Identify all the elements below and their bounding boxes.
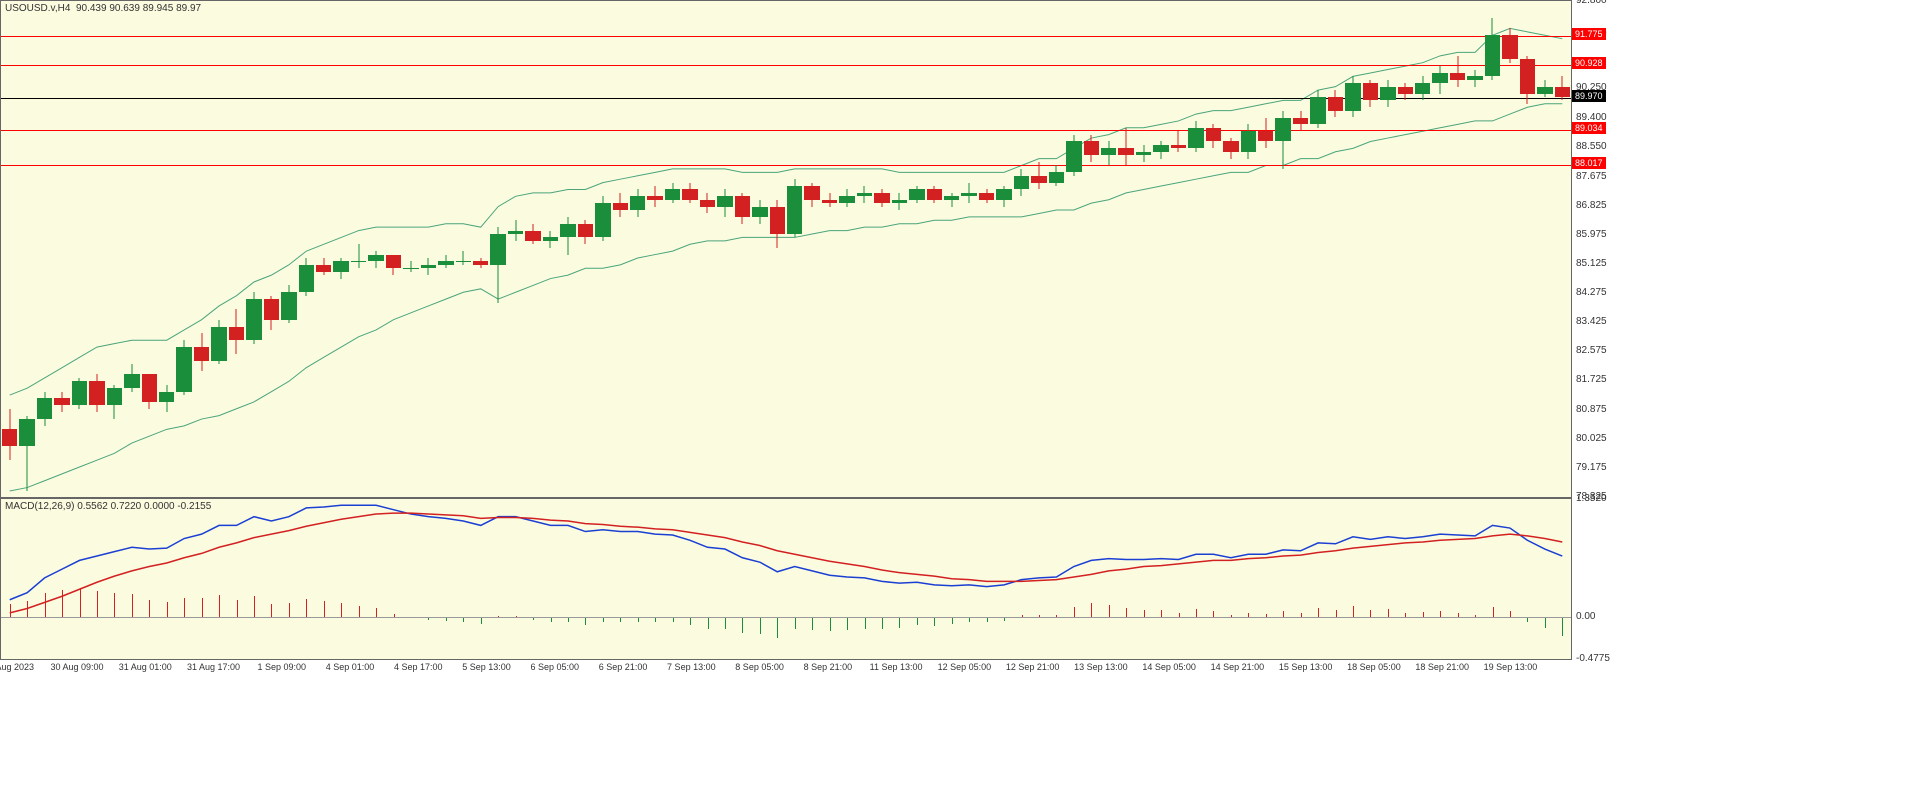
macd-lines	[1, 499, 1571, 659]
macd-title: MACD(12,26,9) 0.5562 0.7220 0.0000 -0.21…	[5, 501, 211, 512]
x-axis: 29 Aug 202330 Aug 09:0031 Aug 01:0031 Au…	[0, 659, 1570, 684]
macd-y-axis: -0.47750.001.3520	[1572, 498, 1632, 658]
price-chart-panel[interactable]: USOUSD.v,H4 90.439 90.639 89.945 89.97	[0, 0, 1572, 498]
price-y-axis: 78.32579.17580.02580.87581.72582.57583.4…	[1572, 0, 1632, 496]
macd-panel[interactable]: MACD(12,26,9) 0.5562 0.7220 0.0000 -0.21…	[0, 498, 1572, 660]
ticker-title: USOUSD.v,H4 90.439 90.639 89.945 89.97	[5, 3, 201, 14]
chart-wrapper: USOUSD.v,H4 90.439 90.639 89.945 89.97 7…	[0, 0, 1916, 798]
